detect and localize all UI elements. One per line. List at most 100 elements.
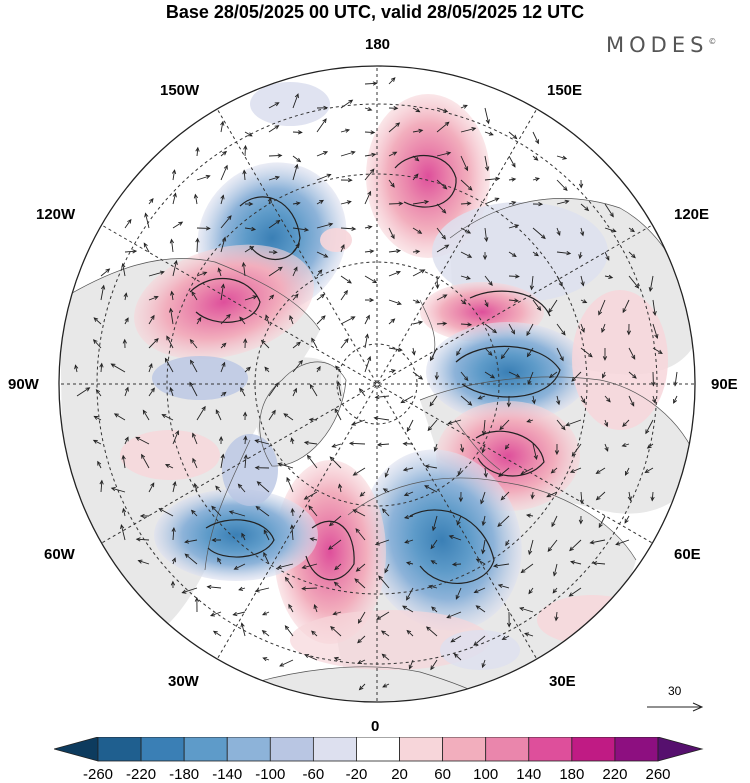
wind-arrow-head bbox=[243, 454, 248, 460]
wind-arrow bbox=[229, 511, 246, 517]
wind-arrow bbox=[580, 347, 593, 358]
wind-arrow-head bbox=[650, 496, 655, 502]
wind-arrow-head bbox=[274, 382, 279, 388]
wind-arrow-head bbox=[308, 505, 313, 511]
wind-arrow-head bbox=[348, 99, 354, 104]
wind-arrow bbox=[340, 290, 348, 301]
wind-arrow-head bbox=[201, 405, 206, 411]
wind-arrow-head bbox=[256, 481, 262, 486]
wind-arrow bbox=[476, 605, 486, 613]
wind-arrow bbox=[456, 515, 462, 525]
wind-arrow bbox=[100, 363, 103, 373]
wind-arrow-head bbox=[338, 483, 343, 489]
wind-arrow-head bbox=[488, 281, 493, 287]
wind-arrow bbox=[190, 360, 198, 373]
wind-arrow bbox=[244, 145, 246, 157]
wind-arrow-head bbox=[415, 299, 421, 304]
wind-arrow bbox=[340, 227, 356, 230]
wind-arrow bbox=[292, 267, 298, 277]
wind-arrow-head bbox=[221, 342, 227, 348]
wind-arrow-head bbox=[261, 630, 267, 635]
wind-arrow bbox=[308, 505, 318, 517]
wind-arrow-head bbox=[611, 228, 617, 233]
wind-arrow bbox=[404, 539, 414, 544]
wind-arrow-head bbox=[343, 289, 348, 295]
wind-arrow bbox=[120, 524, 126, 541]
wind-arrow-head bbox=[195, 237, 200, 243]
wind-arrow bbox=[532, 251, 539, 257]
wind-arrow bbox=[353, 467, 366, 476]
wind-arrow-head bbox=[461, 300, 467, 305]
wind-arrow bbox=[460, 443, 464, 452]
wind-arrow-head bbox=[408, 664, 413, 670]
wind-arrow-head bbox=[551, 522, 556, 528]
wind-arrow-head bbox=[170, 290, 175, 296]
wind-arrow-head bbox=[482, 255, 488, 261]
wind-arrow bbox=[546, 491, 558, 498]
colorbar-cell bbox=[528, 737, 573, 762]
wind-vector-field bbox=[74, 77, 678, 691]
wind-arrow-head bbox=[333, 656, 339, 661]
wind-arrow-head bbox=[624, 518, 629, 524]
wind-arrow bbox=[244, 436, 247, 445]
wind-arrow bbox=[430, 659, 438, 670]
wind-arrow-head bbox=[442, 321, 448, 326]
wind-arrow bbox=[556, 227, 561, 236]
wind-arrow-head bbox=[323, 151, 329, 156]
wind-arrow bbox=[241, 533, 246, 541]
wind-arrow-head bbox=[332, 611, 338, 616]
wind-arrow bbox=[97, 461, 102, 469]
wind-arrow-head bbox=[93, 317, 99, 322]
wind-arrow bbox=[148, 296, 158, 301]
wind-arrow-head bbox=[194, 596, 200, 602]
wind-arrow-head bbox=[274, 175, 280, 180]
wind-arrow-head bbox=[398, 201, 404, 206]
wind-arrow bbox=[580, 395, 586, 403]
wind-arrow-head bbox=[191, 291, 196, 296]
wind-arrow bbox=[311, 338, 318, 349]
wind-arrow bbox=[316, 269, 323, 277]
wind-arrow-head bbox=[295, 201, 301, 206]
wind-arrow-head bbox=[458, 497, 464, 503]
wind-arrow-head bbox=[380, 630, 386, 635]
wind-arrow bbox=[484, 107, 490, 124]
wind-arrow-head bbox=[124, 386, 129, 392]
graticule bbox=[59, 66, 695, 702]
wind-arrow-head bbox=[150, 387, 155, 393]
wind-arrow-head bbox=[222, 236, 227, 242]
wind-arrow bbox=[598, 299, 606, 315]
wind-arrow-head bbox=[402, 467, 408, 472]
wind-arrow-head bbox=[367, 355, 372, 361]
wind-arrow bbox=[622, 419, 630, 427]
lon-label-180: 180 bbox=[365, 36, 391, 53]
wind-arrow bbox=[570, 561, 582, 565]
wind-arrow bbox=[412, 129, 423, 133]
wind-arrow-head bbox=[193, 193, 199, 199]
wind-arrow bbox=[450, 635, 462, 643]
wind-arrow bbox=[148, 338, 159, 349]
wind-arrow-head bbox=[120, 524, 125, 530]
wind-arrow bbox=[207, 586, 222, 589]
wind-arrow bbox=[263, 529, 270, 541]
wind-arrow-head bbox=[122, 507, 127, 513]
lon-label-120e: 120E bbox=[674, 206, 710, 223]
wind-arrow bbox=[364, 168, 375, 181]
wind-arrow-head bbox=[441, 208, 447, 214]
wind-arrow bbox=[289, 315, 294, 325]
lon-label-30e: 30E bbox=[549, 673, 576, 690]
wind-arrow-head bbox=[148, 362, 153, 368]
wind-arrow-head bbox=[598, 523, 603, 529]
wind-arrow bbox=[436, 294, 447, 301]
wind-arrow bbox=[316, 294, 325, 301]
wind-arrow bbox=[316, 251, 328, 258]
wind-arrow-head bbox=[405, 561, 411, 566]
wind-arrow bbox=[431, 560, 438, 565]
wind-arrow-head bbox=[559, 356, 564, 362]
wind-arrow bbox=[196, 238, 199, 253]
colorbar-cell bbox=[442, 737, 487, 762]
wind-arrow bbox=[484, 467, 487, 477]
colorbar-tick-label: 100 bbox=[473, 766, 499, 783]
wind-arrow-head bbox=[346, 200, 352, 205]
wind-arrow-head bbox=[331, 443, 337, 448]
wind-arrow bbox=[402, 605, 414, 613]
